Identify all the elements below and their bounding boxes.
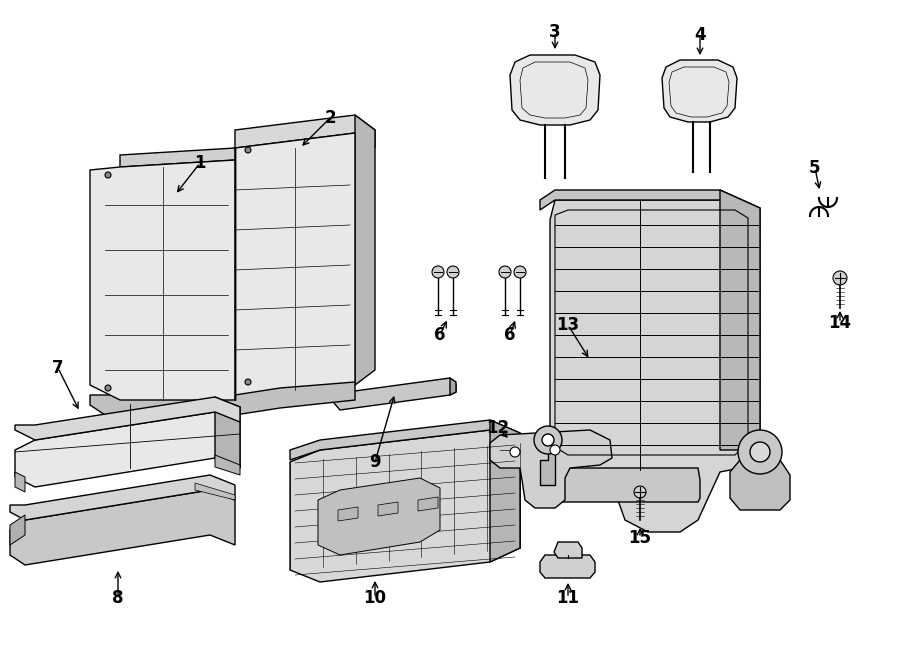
Polygon shape (554, 542, 582, 558)
Text: 12: 12 (486, 419, 509, 437)
Polygon shape (10, 475, 235, 520)
Polygon shape (120, 148, 235, 167)
Polygon shape (540, 190, 760, 218)
Circle shape (510, 447, 520, 457)
Circle shape (245, 147, 251, 153)
Text: 1: 1 (194, 154, 206, 172)
Polygon shape (662, 60, 737, 122)
Circle shape (750, 442, 770, 462)
Circle shape (550, 445, 560, 455)
Polygon shape (170, 135, 365, 390)
Text: 8: 8 (112, 589, 124, 607)
Polygon shape (355, 115, 375, 385)
Polygon shape (490, 420, 520, 562)
Polygon shape (540, 555, 595, 578)
Circle shape (105, 385, 111, 391)
Polygon shape (290, 420, 520, 460)
Text: 13: 13 (556, 316, 580, 334)
Circle shape (833, 271, 847, 285)
Text: 5: 5 (809, 159, 821, 177)
Polygon shape (195, 483, 235, 500)
Text: 14: 14 (828, 314, 851, 332)
Polygon shape (195, 133, 355, 400)
Polygon shape (15, 397, 240, 440)
Polygon shape (540, 438, 555, 485)
Text: 15: 15 (628, 529, 652, 547)
Polygon shape (215, 397, 240, 468)
Polygon shape (730, 460, 790, 510)
Polygon shape (290, 430, 520, 582)
Circle shape (514, 266, 526, 278)
Polygon shape (490, 430, 612, 508)
Text: 7: 7 (52, 359, 64, 377)
Text: 9: 9 (369, 453, 381, 471)
Circle shape (499, 266, 511, 278)
Text: 10: 10 (364, 589, 386, 607)
Circle shape (447, 266, 459, 278)
Polygon shape (334, 378, 456, 410)
Polygon shape (90, 160, 235, 400)
Text: 6: 6 (504, 326, 516, 344)
Polygon shape (510, 55, 600, 125)
Polygon shape (550, 200, 760, 532)
Text: 6: 6 (434, 326, 446, 344)
Polygon shape (235, 115, 375, 148)
Circle shape (738, 430, 782, 474)
Polygon shape (338, 507, 358, 521)
Circle shape (432, 266, 444, 278)
Polygon shape (450, 378, 456, 395)
Circle shape (245, 379, 251, 385)
Circle shape (105, 172, 111, 178)
Polygon shape (418, 497, 438, 511)
Polygon shape (10, 515, 25, 545)
Polygon shape (318, 478, 440, 555)
Polygon shape (15, 472, 25, 492)
Text: 2: 2 (324, 109, 336, 127)
Polygon shape (10, 490, 235, 565)
Polygon shape (15, 412, 240, 487)
Polygon shape (215, 455, 240, 475)
Text: 4: 4 (694, 26, 706, 44)
Text: 11: 11 (556, 589, 580, 607)
Text: 3: 3 (549, 23, 561, 41)
Circle shape (542, 434, 554, 446)
Polygon shape (720, 190, 760, 450)
Polygon shape (378, 502, 398, 516)
Polygon shape (555, 468, 700, 502)
Circle shape (634, 486, 646, 498)
Circle shape (534, 426, 562, 454)
Polygon shape (90, 382, 355, 415)
